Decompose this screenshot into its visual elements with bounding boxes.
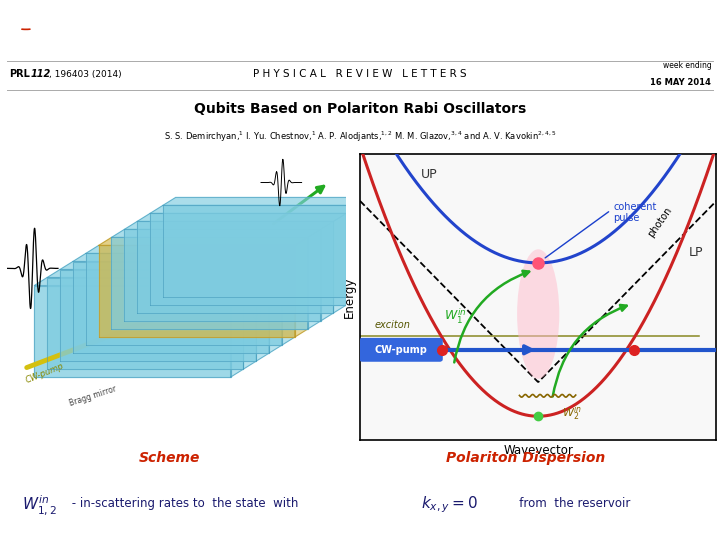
- Polygon shape: [307, 230, 320, 329]
- Text: CW-pump: CW-pump: [374, 345, 427, 355]
- Polygon shape: [60, 269, 256, 361]
- Text: from  the reservoir: from the reservoir: [508, 497, 630, 510]
- Circle shape: [33, 25, 42, 26]
- Polygon shape: [125, 221, 333, 229]
- Y-axis label: Energy: Energy: [343, 276, 356, 318]
- Circle shape: [68, 29, 76, 30]
- Circle shape: [56, 27, 65, 28]
- Polygon shape: [230, 278, 243, 377]
- Circle shape: [56, 29, 65, 30]
- Polygon shape: [86, 253, 282, 345]
- Polygon shape: [346, 205, 359, 305]
- Text: coherent
pulse: coherent pulse: [613, 201, 657, 223]
- photon: [712, 198, 720, 204]
- Text: UP: UP: [421, 168, 438, 181]
- photon: [447, 291, 456, 298]
- Text: photon: photon: [646, 205, 674, 239]
- Text: Bragg mirror: Bragg mirror: [68, 384, 117, 408]
- Polygon shape: [150, 213, 346, 305]
- photon: [594, 318, 603, 324]
- Text: - in-scattering rates to  the state  with: - in-scattering rates to the state with: [68, 497, 302, 510]
- Circle shape: [45, 30, 53, 31]
- photon: [356, 198, 364, 204]
- Circle shape: [22, 29, 30, 30]
- Polygon shape: [47, 269, 256, 278]
- Text: S. S. Demirchyan,$^1$ I. Yu. Chestnov,$^1$ A. P. Alodjants,$^{1,2}$ M. M. Glazov: S. S. Demirchyan,$^1$ I. Yu. Chestnov,$^…: [164, 129, 556, 144]
- Polygon shape: [125, 230, 320, 321]
- Circle shape: [33, 32, 42, 33]
- photon: [534, 379, 543, 385]
- Polygon shape: [295, 238, 307, 337]
- Polygon shape: [73, 253, 282, 261]
- X-axis label: Wavevector: Wavevector: [503, 444, 573, 457]
- Circle shape: [33, 29, 42, 30]
- Polygon shape: [35, 278, 243, 286]
- Text: Qubits Based on Polariton Rabi Oscillators: Qubits Based on Polariton Rabi Oscillato…: [194, 102, 526, 116]
- Polygon shape: [99, 246, 295, 337]
- Polygon shape: [150, 205, 359, 213]
- Circle shape: [56, 25, 65, 26]
- Polygon shape: [112, 230, 320, 238]
- Polygon shape: [86, 246, 295, 253]
- Polygon shape: [282, 246, 295, 345]
- Polygon shape: [112, 238, 307, 329]
- Text: 16 MAY 2014: 16 MAY 2014: [650, 78, 711, 87]
- Text: Polariton Dispersion: Polariton Dispersion: [446, 451, 606, 465]
- Text: 112: 112: [30, 70, 50, 79]
- Text: $k_{x,y} = 0$: $k_{x,y} = 0$: [421, 495, 478, 515]
- Circle shape: [68, 27, 76, 28]
- photon: [625, 287, 634, 293]
- Circle shape: [45, 32, 53, 33]
- Ellipse shape: [517, 249, 559, 379]
- Text: week ending: week ending: [662, 61, 711, 70]
- Text: LP: LP: [688, 246, 703, 259]
- Circle shape: [45, 29, 53, 30]
- Text: ITMO UNIVERSITY: ITMO UNIVERSITY: [76, 20, 255, 38]
- Polygon shape: [320, 221, 333, 321]
- Circle shape: [56, 30, 65, 31]
- Circle shape: [45, 25, 53, 26]
- Circle shape: [22, 27, 30, 28]
- Text: P H Y S I C A L   R E V I E W   L E T T E R S: P H Y S I C A L R E V I E W L E T T E R …: [253, 70, 467, 79]
- Polygon shape: [243, 269, 256, 369]
- Text: QW: QW: [251, 309, 268, 322]
- Polygon shape: [60, 261, 269, 269]
- photon: [517, 362, 526, 368]
- Text: $W^{in}_{1,2}$: $W^{in}_{1,2}$: [22, 493, 57, 517]
- Polygon shape: [333, 213, 346, 313]
- Circle shape: [56, 32, 65, 33]
- Text: Scheme: Scheme: [138, 451, 200, 465]
- Circle shape: [45, 27, 53, 28]
- photon: [567, 346, 575, 353]
- Polygon shape: [256, 261, 269, 361]
- Circle shape: [22, 30, 30, 31]
- Text: , 196403 (2014): , 196403 (2014): [49, 70, 122, 79]
- Polygon shape: [269, 253, 282, 353]
- Polygon shape: [47, 278, 243, 369]
- Polygon shape: [35, 286, 230, 377]
- Circle shape: [33, 30, 42, 31]
- Polygon shape: [163, 198, 372, 205]
- Text: exciton: exciton: [374, 320, 410, 330]
- FancyBboxPatch shape: [360, 339, 442, 361]
- Text: CW-pump: CW-pump: [24, 361, 65, 385]
- Circle shape: [33, 27, 42, 28]
- Circle shape: [68, 30, 76, 31]
- Line: photon: photon: [360, 201, 716, 382]
- Polygon shape: [163, 205, 359, 297]
- Polygon shape: [73, 261, 269, 353]
- Polygon shape: [359, 198, 372, 297]
- photon: [419, 262, 428, 268]
- Polygon shape: [99, 238, 307, 246]
- Polygon shape: [137, 221, 333, 313]
- Polygon shape: [137, 213, 346, 221]
- Text: PRL: PRL: [9, 70, 30, 79]
- Text: $W_1^{in}$: $W_1^{in}$: [444, 307, 467, 326]
- Text: $W_2^{in}$: $W_2^{in}$: [562, 403, 582, 423]
